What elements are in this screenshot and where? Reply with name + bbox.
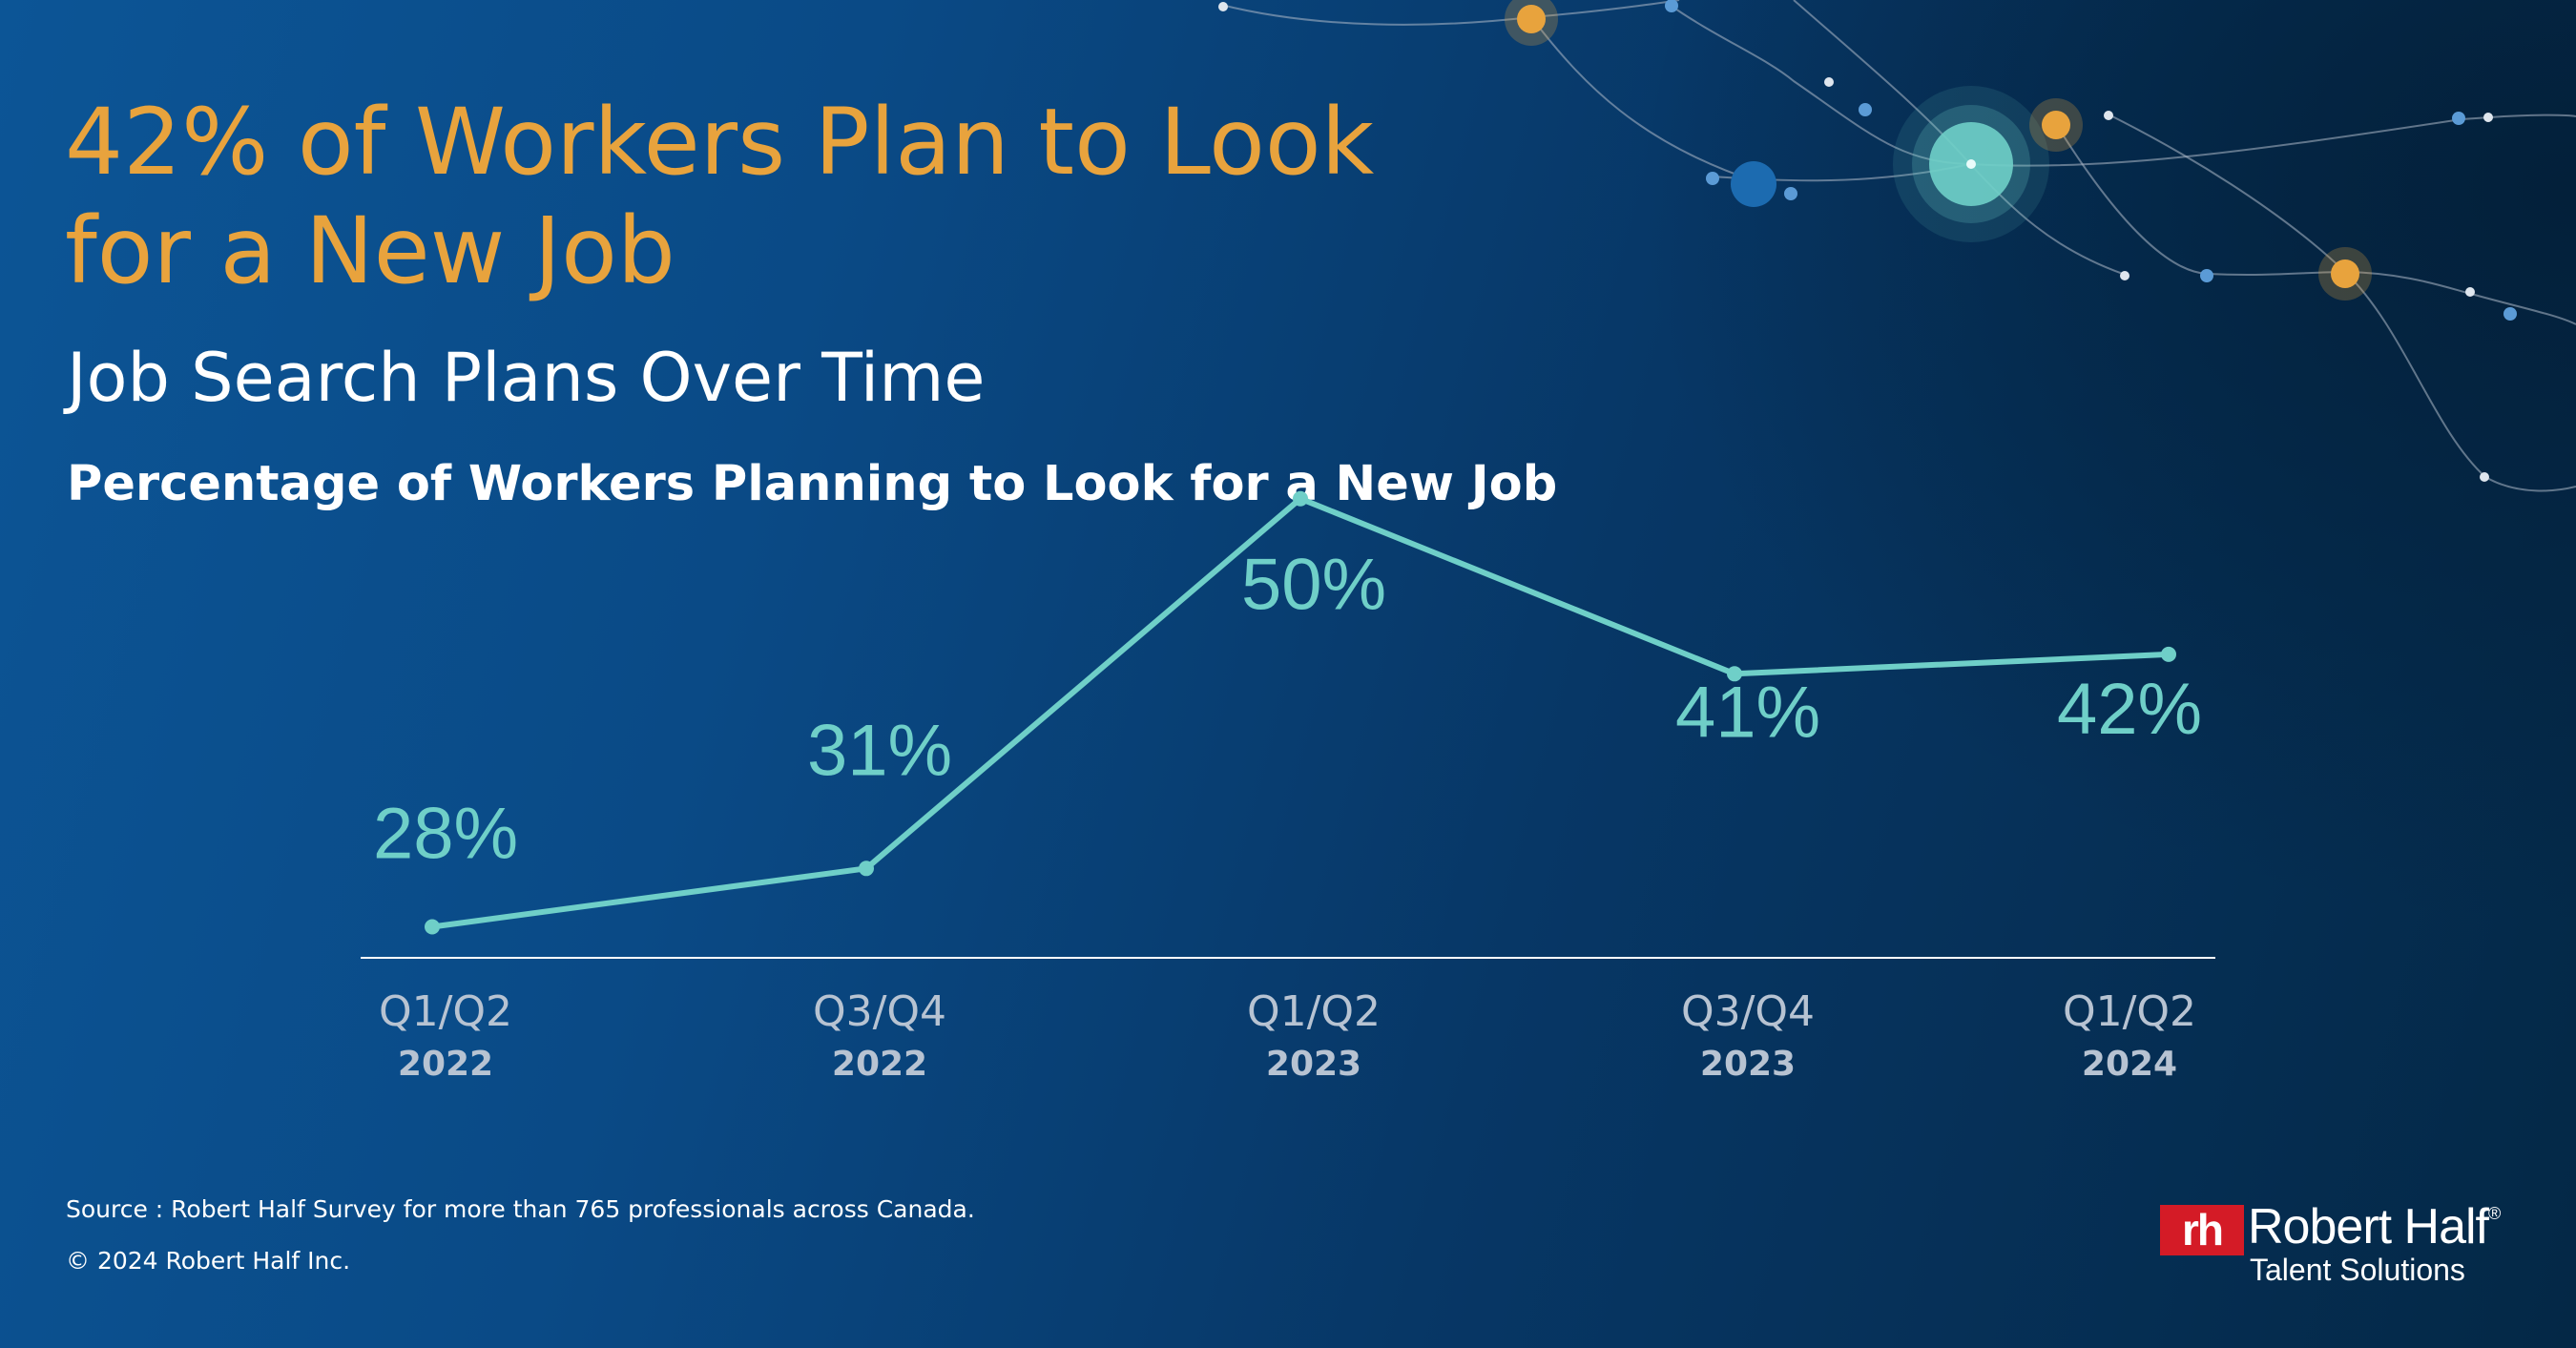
data-point <box>859 861 874 877</box>
data-label: 41% <box>1675 672 1820 753</box>
page-title: 42% of Workers Plan to Look for a New Jo… <box>65 89 1375 304</box>
source-note: Source : Robert Half Survey for more tha… <box>66 1195 975 1223</box>
data-point <box>2161 646 2176 662</box>
rh-logo-mark: rh <box>2160 1205 2244 1255</box>
data-label: 28% <box>373 794 518 875</box>
data-label: 31% <box>807 710 952 791</box>
logo-company-name: Robert Half® <box>2248 1198 2501 1255</box>
data-point <box>1727 666 1742 682</box>
logo-tagline: Talent Solutions <box>2250 1253 2465 1287</box>
page-subtitle: Job Search Plans Over Time <box>67 339 986 417</box>
x-tick-label-year: 2022 <box>832 1045 927 1084</box>
x-tick-label-period: Q3/Q4 <box>1681 987 1815 1036</box>
robert-half-logo: rh Robert Half® Talent Solutions <box>2160 1198 2523 1287</box>
data-point <box>425 919 440 935</box>
x-tick-label-period: Q3/Q4 <box>813 987 946 1036</box>
x-tick-label-year: 2024 <box>2082 1045 2177 1084</box>
x-tick-label-year: 2023 <box>1700 1045 1796 1084</box>
data-label: 50% <box>1241 545 1386 626</box>
x-tick-label-period: Q1/Q2 <box>2063 987 2196 1036</box>
registered-mark: ® <box>2488 1204 2501 1223</box>
x-tick-label-period: Q1/Q2 <box>379 987 512 1036</box>
data-label: 42% <box>2057 669 2202 750</box>
copyright-note: © 2024 Robert Half Inc. <box>66 1247 351 1275</box>
data-point <box>1293 490 1308 507</box>
x-tick-label-year: 2022 <box>398 1045 493 1084</box>
x-tick-label-period: Q1/Q2 <box>1247 987 1381 1036</box>
logo-name-text: Robert Half <box>2248 1199 2489 1255</box>
x-tick-label-year: 2023 <box>1266 1045 1361 1084</box>
